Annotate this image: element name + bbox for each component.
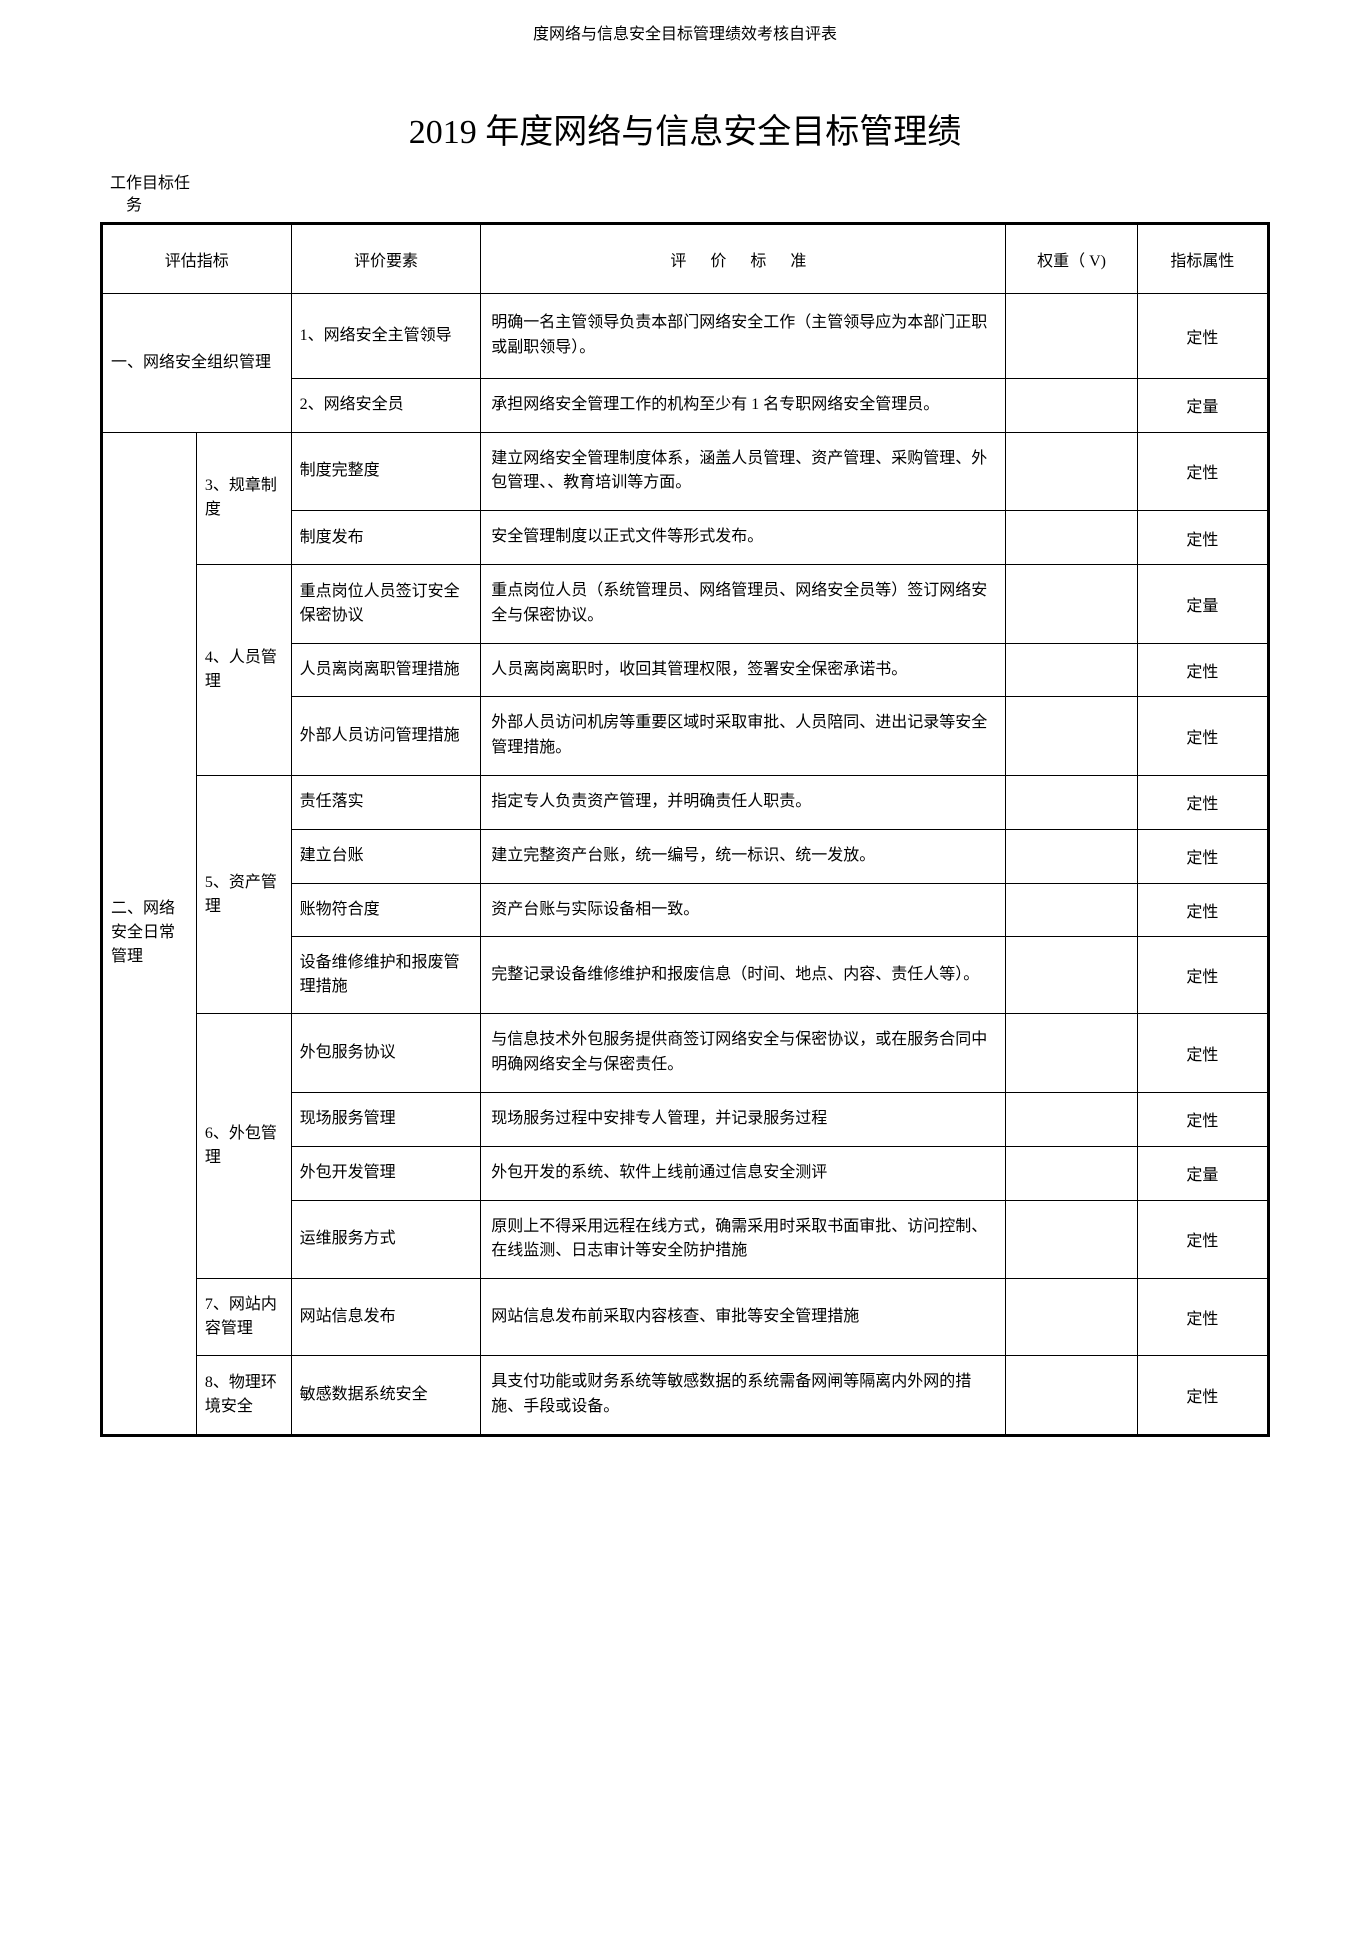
element-cell: 制度发布	[291, 511, 481, 565]
criteria-cell: 原则上不得采用远程在线方式，确需采用时采取书面审批、访问控制、在线监测、日志审计…	[481, 1200, 1006, 1279]
table-row: 8、物理环境安全 敏感数据系统安全 具支付功能或财务系统等敏感数据的系统需备网闸…	[102, 1356, 1269, 1436]
sub6-title: 6、外包管理	[196, 1014, 291, 1279]
task-label-line2: 务	[126, 197, 142, 214]
weight-cell	[1006, 378, 1137, 432]
element-cell: 账物符合度	[291, 883, 481, 937]
header-indicator: 评估指标	[102, 223, 292, 293]
section2-title: 二、网络安全日常管理	[102, 432, 197, 1435]
weight-cell	[1006, 1200, 1137, 1279]
criteria-cell: 承担网络安全管理工作的机构至少有 1 名专职网络安全管理员。	[481, 378, 1006, 432]
attr-cell: 定量	[1137, 378, 1268, 432]
attr-cell: 定量	[1137, 1146, 1268, 1200]
header-attribute: 指标属性	[1137, 223, 1268, 293]
weight-cell	[1006, 697, 1137, 776]
element-cell: 外包服务协议	[291, 1014, 481, 1093]
attr-cell: 定性	[1137, 937, 1268, 1014]
criteria-cell: 具支付功能或财务系统等敏感数据的系统需备网闸等隔离内外网的措施、手段或设备。	[481, 1356, 1006, 1436]
header-weight: 权重（ V)	[1006, 223, 1137, 293]
weight-cell	[1006, 1092, 1137, 1146]
attr-cell: 定性	[1137, 293, 1268, 378]
attr-cell: 定性	[1137, 643, 1268, 697]
weight-cell	[1006, 1014, 1137, 1093]
attr-cell: 定性	[1137, 432, 1268, 511]
table-row: 4、人员管理 重点岗位人员签订安全保密协议 重点岗位人员（系统管理员、网络管理员…	[102, 564, 1269, 643]
attr-cell: 定性	[1137, 697, 1268, 776]
table-header-row: 评估指标 评价要素 评 价 标 准 权重（ V) 指标属性	[102, 223, 1269, 293]
task-label-line1: 工作目标任	[110, 175, 190, 192]
sub7-title: 7、网站内容管理	[196, 1279, 291, 1356]
element-cell: 制度完整度	[291, 432, 481, 511]
element-cell: 责任落实	[291, 775, 481, 829]
element-cell: 敏感数据系统安全	[291, 1356, 481, 1436]
table-row: 一、网络安全组织管理 1、网络安全主管领导 明确一名主管领导负责本部门网络安全工…	[102, 293, 1269, 378]
element-cell: 运维服务方式	[291, 1200, 481, 1279]
criteria-cell: 指定专人负责资产管理，并明确责任人职责。	[481, 775, 1006, 829]
attr-cell: 定性	[1137, 1092, 1268, 1146]
attr-cell: 定性	[1137, 511, 1268, 565]
criteria-cell: 完整记录设备维修维护和报废信息（时间、地点、内容、责任人等）。	[481, 937, 1006, 1014]
header-element: 评价要素	[291, 223, 481, 293]
element-cell: 2、网络安全员	[291, 378, 481, 432]
page-title: 2019 年度网络与信息安全目标管理绩	[100, 104, 1270, 153]
attr-cell: 定性	[1137, 1279, 1268, 1356]
weight-cell	[1006, 1356, 1137, 1436]
attr-cell: 定性	[1137, 1356, 1268, 1436]
element-cell: 人员离岗离职管理措施	[291, 643, 481, 697]
weight-cell	[1006, 511, 1137, 565]
element-cell: 重点岗位人员签订安全保密协议	[291, 564, 481, 643]
task-label: 工作目标任 务	[110, 173, 1270, 218]
element-cell: 网站信息发布	[291, 1279, 481, 1356]
element-cell: 设备维修维护和报废管理措施	[291, 937, 481, 1014]
criteria-cell: 人员离岗离职时，收回其管理权限，签署安全保密承诺书。	[481, 643, 1006, 697]
criteria-cell: 现场服务过程中安排专人管理，并记录服务过程	[481, 1092, 1006, 1146]
table-row: 5、资产管理 责任落实 指定专人负责资产管理，并明确责任人职责。 定性	[102, 775, 1269, 829]
weight-cell	[1006, 432, 1137, 511]
criteria-cell: 资产台账与实际设备相一致。	[481, 883, 1006, 937]
criteria-cell: 与信息技术外包服务提供商签订网络安全与保密协议，或在服务合同中明确网络安全与保密…	[481, 1014, 1006, 1093]
element-cell: 1、网络安全主管领导	[291, 293, 481, 378]
criteria-cell: 明确一名主管领导负责本部门网络安全工作（主管领导应为本部门正职或副职领导）。	[481, 293, 1006, 378]
weight-cell	[1006, 937, 1137, 1014]
criteria-cell: 外部人员访问机房等重要区域时采取审批、人员陪同、进出记录等安全管理措施。	[481, 697, 1006, 776]
page-header-small: 度网络与信息安全目标管理绩效考核自评表	[100, 20, 1270, 44]
weight-cell	[1006, 829, 1137, 883]
table-row: 二、网络安全日常管理 3、规章制度 制度完整度 建立网络安全管理制度体系，涵盖人…	[102, 432, 1269, 511]
sub5-title: 5、资产管理	[196, 775, 291, 1013]
weight-cell	[1006, 775, 1137, 829]
section1-title: 一、网络安全组织管理	[102, 293, 292, 432]
table-row: 7、网站内容管理 网站信息发布 网站信息发布前采取内容核查、审批等安全管理措施 …	[102, 1279, 1269, 1356]
sub8-title: 8、物理环境安全	[196, 1356, 291, 1436]
assessment-table: 评估指标 评价要素 评 价 标 准 权重（ V) 指标属性 一、网络安全组织管理…	[100, 222, 1270, 1437]
weight-cell	[1006, 1146, 1137, 1200]
attr-cell: 定性	[1137, 829, 1268, 883]
table-row: 6、外包管理 外包服务协议 与信息技术外包服务提供商签订网络安全与保密协议，或在…	[102, 1014, 1269, 1093]
sub3-title: 3、规章制度	[196, 432, 291, 564]
element-cell: 建立台账	[291, 829, 481, 883]
element-cell: 外包开发管理	[291, 1146, 481, 1200]
attr-cell: 定量	[1137, 564, 1268, 643]
header-criteria: 评 价 标 准	[481, 223, 1006, 293]
element-cell: 现场服务管理	[291, 1092, 481, 1146]
sub4-title: 4、人员管理	[196, 564, 291, 775]
criteria-cell: 安全管理制度以正式文件等形式发布。	[481, 511, 1006, 565]
weight-cell	[1006, 643, 1137, 697]
weight-cell	[1006, 1279, 1137, 1356]
criteria-cell: 建立网络安全管理制度体系，涵盖人员管理、资产管理、采购管理、外包管理、、教育培训…	[481, 432, 1006, 511]
attr-cell: 定性	[1137, 883, 1268, 937]
weight-cell	[1006, 293, 1137, 378]
element-cell: 外部人员访问管理措施	[291, 697, 481, 776]
attr-cell: 定性	[1137, 775, 1268, 829]
weight-cell	[1006, 883, 1137, 937]
criteria-cell: 建立完整资产台账，统一编号，统一标识、统一发放。	[481, 829, 1006, 883]
attr-cell: 定性	[1137, 1014, 1268, 1093]
weight-cell	[1006, 564, 1137, 643]
criteria-cell: 外包开发的系统、软件上线前通过信息安全测评	[481, 1146, 1006, 1200]
attr-cell: 定性	[1137, 1200, 1268, 1279]
criteria-cell: 重点岗位人员（系统管理员、网络管理员、网络安全员等）签订网络安全与保密协议。	[481, 564, 1006, 643]
criteria-cell: 网站信息发布前采取内容核查、审批等安全管理措施	[481, 1279, 1006, 1356]
